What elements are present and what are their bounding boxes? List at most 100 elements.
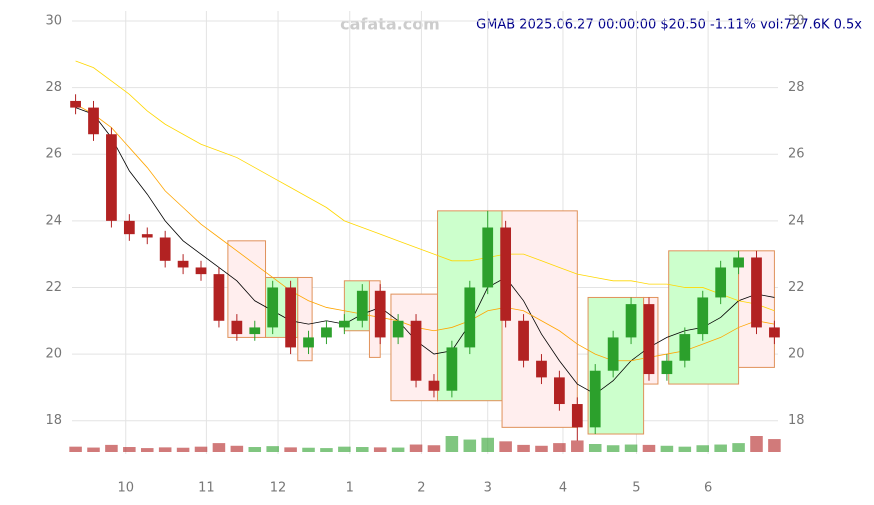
volume-bar bbox=[606, 445, 620, 452]
candle-body bbox=[769, 327, 780, 338]
volume-bar bbox=[284, 447, 297, 452]
volume-bar bbox=[248, 447, 262, 452]
y2-tick-label: 20 bbox=[788, 347, 805, 362]
volume-bar bbox=[624, 444, 638, 452]
candle-body bbox=[536, 360, 547, 378]
y2-tick-label: 30 bbox=[788, 13, 805, 28]
volume-bar bbox=[499, 441, 512, 452]
x-tick-label: 4 bbox=[559, 481, 567, 496]
candle-body bbox=[428, 380, 440, 391]
volume-bar bbox=[517, 444, 530, 452]
zone bbox=[501, 210, 578, 428]
y2-tick-label: 28 bbox=[788, 80, 805, 95]
candle-body bbox=[321, 327, 332, 338]
candle-body bbox=[715, 267, 727, 298]
candle-body bbox=[267, 287, 279, 328]
candle-body bbox=[249, 327, 261, 335]
volume-bar bbox=[750, 436, 763, 452]
candle-body bbox=[482, 227, 494, 288]
y-tick-label: 20 bbox=[45, 347, 62, 362]
volume-bar bbox=[391, 447, 405, 452]
candle-body bbox=[106, 134, 117, 221]
y2-tick-label: 26 bbox=[788, 147, 805, 162]
candle-body bbox=[697, 297, 709, 335]
candle-body bbox=[733, 257, 744, 268]
candle-body bbox=[213, 274, 225, 321]
volume-bar bbox=[373, 447, 387, 452]
candle-body bbox=[141, 234, 153, 238]
ma-line bbox=[75, 103, 775, 362]
y-tick-label: 24 bbox=[45, 213, 62, 228]
candle-body bbox=[589, 370, 601, 428]
x-tick-label: 11 bbox=[198, 481, 215, 496]
candle-body bbox=[231, 320, 243, 335]
volume-bar bbox=[642, 444, 656, 452]
y2-tick-label: 22 bbox=[788, 280, 805, 295]
candle-body bbox=[123, 220, 135, 235]
volume-bar bbox=[320, 448, 333, 452]
y-tick-label: 30 bbox=[45, 13, 62, 28]
candle-body bbox=[177, 260, 189, 268]
candle-body bbox=[356, 290, 368, 321]
volume-bar bbox=[176, 447, 190, 452]
candle-body bbox=[195, 267, 207, 275]
candle-body bbox=[159, 237, 171, 261]
volume-bar bbox=[230, 445, 244, 452]
volume-bar bbox=[678, 446, 692, 452]
candle-body bbox=[500, 227, 512, 321]
x-tick-label: 6 bbox=[704, 481, 712, 496]
volume-bar bbox=[696, 445, 710, 452]
volume-bar bbox=[194, 446, 208, 452]
volume-bar bbox=[768, 439, 781, 452]
candle-body bbox=[446, 347, 458, 391]
ma-line bbox=[75, 60, 775, 312]
candle-body bbox=[285, 287, 296, 348]
candle-body bbox=[374, 290, 386, 338]
volume-bar bbox=[212, 443, 226, 452]
volume-bar bbox=[87, 447, 100, 452]
candle-body bbox=[70, 100, 81, 108]
x-tick-label: 5 bbox=[632, 481, 640, 496]
volume-bar bbox=[338, 446, 351, 452]
volume-bar bbox=[714, 444, 727, 452]
y2-tick-label: 24 bbox=[788, 213, 805, 228]
volume-bar bbox=[302, 447, 315, 452]
volume-bar bbox=[409, 444, 423, 452]
volume-bar bbox=[105, 444, 118, 452]
volume-bar bbox=[266, 446, 279, 452]
volume-bar bbox=[158, 447, 172, 452]
volume-bar bbox=[660, 445, 674, 452]
watermark: cafata.com bbox=[340, 15, 440, 34]
volume-bar bbox=[445, 436, 459, 452]
volume-bar bbox=[732, 443, 745, 452]
zone bbox=[297, 276, 313, 362]
candle-body bbox=[338, 320, 350, 328]
volume-bar bbox=[588, 444, 602, 452]
ma-line bbox=[75, 107, 775, 395]
volume-bar bbox=[553, 443, 566, 452]
volume-bar bbox=[356, 447, 369, 452]
y-tick-label: 22 bbox=[45, 280, 62, 295]
candle-body bbox=[679, 334, 691, 361]
candle-body bbox=[607, 337, 619, 371]
y-tick-label: 28 bbox=[45, 80, 62, 95]
candle-body bbox=[410, 320, 422, 381]
volume-bar bbox=[427, 445, 441, 452]
candle-body bbox=[643, 304, 655, 375]
candle-body bbox=[625, 304, 637, 338]
candle-body bbox=[88, 107, 99, 135]
volume-bar bbox=[69, 446, 82, 452]
candle-body bbox=[303, 337, 314, 348]
candle-body bbox=[518, 320, 529, 361]
x-tick-label: 3 bbox=[484, 481, 492, 496]
volume-bar bbox=[571, 440, 584, 452]
x-tick-label: 12 bbox=[270, 481, 287, 496]
volume-bar bbox=[535, 445, 548, 452]
x-tick-label: 1 bbox=[346, 481, 354, 496]
volume-bar bbox=[140, 448, 154, 452]
candle-body bbox=[554, 377, 565, 405]
candle-body bbox=[464, 287, 476, 348]
x-tick-label: 10 bbox=[117, 481, 134, 496]
volume-bar bbox=[481, 437, 494, 452]
